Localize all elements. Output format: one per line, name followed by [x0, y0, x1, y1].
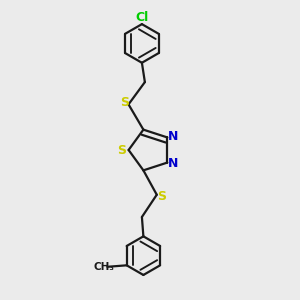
- Text: N: N: [167, 130, 178, 143]
- Text: N: N: [167, 157, 178, 170]
- Text: S: S: [157, 190, 166, 203]
- Text: CH₃: CH₃: [93, 262, 114, 272]
- Text: S: S: [118, 143, 127, 157]
- Text: Cl: Cl: [135, 11, 148, 24]
- Text: S: S: [120, 95, 129, 109]
